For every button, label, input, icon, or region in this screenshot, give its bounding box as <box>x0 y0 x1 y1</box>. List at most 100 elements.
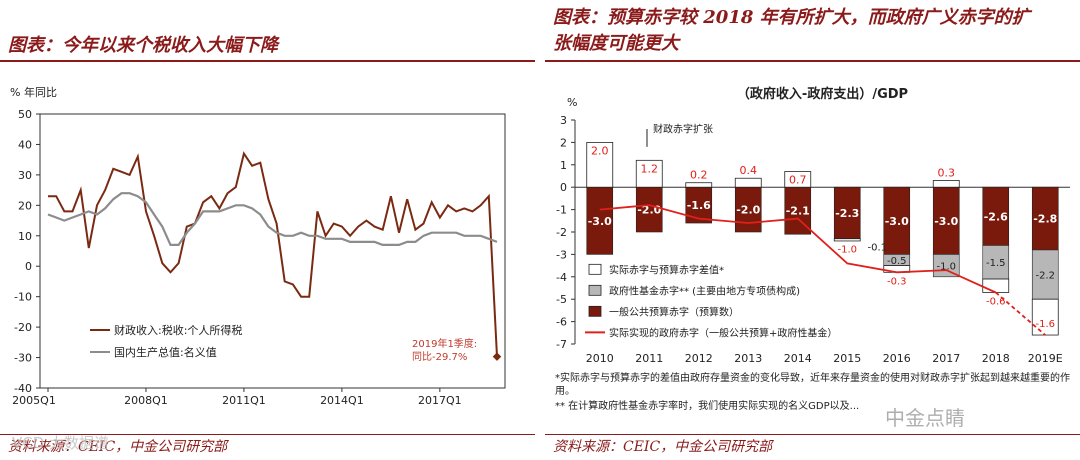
bar-diff <box>734 177 762 188</box>
x-tick-label: 2019E <box>1028 352 1063 365</box>
bar-budget-deficit <box>883 186 911 255</box>
actual-deficit-line <box>599 204 997 294</box>
bar-label-budget: -3.0 <box>588 215 612 228</box>
y-tick-label: 3 <box>560 114 567 127</box>
x-tick-label: 2014Q1 <box>320 394 364 407</box>
x-tick-label: 2008Q1 <box>124 394 168 407</box>
bar-label-fund: -1.0 <box>936 262 956 273</box>
y-axis-label: % <box>567 96 577 109</box>
x-tick-label: 2005Q1 <box>12 394 56 407</box>
chart-title: （政府收入-政府支出）/GDP <box>737 86 908 102</box>
right-bar-chart: （政府收入-政府支出）/GDP%3 2 1 0 -1 -2 -3 -4 -5 -6 -7 2010 20… <box>556 86 1070 365</box>
bar-diff <box>586 142 614 188</box>
y-tick-label: 50 <box>18 108 32 121</box>
bar-diff <box>982 278 1010 293</box>
legend-label: 国内生产总值:名义值 <box>114 345 217 359</box>
legend-swatch <box>588 284 602 296</box>
bar-label-diff: -1.6 <box>1035 319 1055 330</box>
left-title-rule <box>0 60 535 62</box>
y-tick-label: -7 <box>556 338 567 351</box>
label-2015-diff: -0.1 <box>867 243 887 254</box>
left-source-rule <box>0 434 535 435</box>
y-tick-label: 0 <box>25 260 32 273</box>
bar-diff <box>685 182 713 188</box>
bar-diff <box>833 238 861 242</box>
y-tick-label: 1 <box>560 159 567 172</box>
legend-label: 政府性基金赤字** (主要由地方专项债构成) <box>609 284 800 297</box>
footnote-2: ** 在计算政府性基金赤字率时，我们使用实际实现的名义GDP以及... <box>555 401 860 412</box>
left-source: 资料来源：CEIC，中金公司研究部 <box>8 439 228 455</box>
y-tick-label: 10 <box>18 230 32 243</box>
bar-label-budget: -2.3 <box>835 207 859 220</box>
bar-label-diff: 0.4 <box>740 164 758 177</box>
bar-label-budget: -1.6 <box>687 199 711 212</box>
annotation-line2: 同比-29.7% <box>412 351 467 363</box>
right-source: 资料来源：CEIC，中金公司研究部 <box>553 439 773 455</box>
y-tick-label: 40 <box>18 138 32 151</box>
y-tick-label: 2 <box>560 136 567 149</box>
annotation-line1: 2019年1季度: <box>412 337 477 350</box>
bar-label-diff: -0.6 <box>986 296 1006 307</box>
series-line-gdp <box>47 192 498 246</box>
bar-budget-deficit <box>833 186 861 240</box>
y-tick-label: -30 <box>14 352 32 365</box>
y-tick-label: 30 <box>18 169 32 182</box>
legend-label: 实际实现的政府赤字（一般公共预算+政府性基金） <box>609 326 837 339</box>
right-chart-title-line1: 图表：预算赤字较 2018 年有所扩大，而政府广义赤字的扩 <box>553 7 1030 28</box>
left-chart-title: 图表：今年以来个税收入大幅下降 <box>8 35 278 56</box>
last-point-marker <box>492 352 502 361</box>
actual-deficit-forecast <box>995 291 1046 336</box>
x-tick-label: 2017 <box>932 352 960 365</box>
bar-label-budget: -3.0 <box>885 215 909 228</box>
bar-label-diff: 0.7 <box>789 174 807 187</box>
left-watermark: VCD 大数据谱 <box>12 434 110 452</box>
y-tick-label: -4 <box>556 271 567 284</box>
y-tick-label: -5 <box>556 293 567 306</box>
bar-label-diff: 1.2 <box>641 162 659 175</box>
y-tick-label: -6 <box>556 316 567 329</box>
bar-label-diff: 0.3 <box>938 166 956 179</box>
bar-label-diff: 2.0 <box>591 144 609 157</box>
legend-label: 一般公共预算赤字（预算数） <box>609 305 739 318</box>
y-tick-label: -20 <box>14 321 32 334</box>
legend-swatch <box>588 263 602 275</box>
bar-budget-deficit <box>586 186 614 255</box>
right-source-rule <box>545 434 1080 435</box>
bar-label-budget: -2.1 <box>786 205 810 218</box>
bar-diff <box>635 159 663 188</box>
x-tick-label: 2011Q1 <box>222 394 266 407</box>
bar-label-fund: -2.2 <box>1035 271 1055 282</box>
x-tick-label: 2018 <box>982 352 1010 365</box>
x-tick-label: 2011 <box>635 352 663 365</box>
plot-frame <box>39 113 506 389</box>
y-tick-label: 0 <box>560 181 567 194</box>
legend-label: 实际赤字与预算赤字差值* <box>609 263 724 276</box>
y-tick-label: -3 <box>556 248 567 261</box>
y-tick-label: 20 <box>18 199 32 212</box>
bar-budget-deficit <box>734 186 762 233</box>
bar-diff <box>1031 298 1059 336</box>
x-tick-label: 2010 <box>586 352 614 365</box>
bar-fund-deficit <box>1031 249 1059 300</box>
x-tick-label: 2017Q1 <box>418 394 462 407</box>
series-line-pit <box>48 151 498 357</box>
bar-budget-deficit <box>635 186 663 233</box>
y-tick-label: -2 <box>556 226 567 239</box>
legend-swatch <box>588 305 602 317</box>
footnote-1: *实际赤字与预算赤字的差值由政府存量资金的变化导致，近年来存量资金的使用对财政赤… <box>555 373 1070 397</box>
y-axis-label: % 年同比 <box>10 85 57 99</box>
bar-label-budget: -2.0 <box>736 204 760 217</box>
y-tick-label: -10 <box>14 291 32 304</box>
bar-label-fund: -1.5 <box>986 258 1006 269</box>
bar-budget-deficit <box>982 186 1010 246</box>
label-2015-gap: -1.0 <box>837 245 857 256</box>
y-tick-label: -40 <box>14 382 32 395</box>
legend-label: 财政收入:税收:个人所得税 <box>114 323 242 337</box>
x-tick-label: 2012 <box>685 352 713 365</box>
bar-label-budget: -2.8 <box>1033 213 1057 226</box>
right-panel: 图表：预算赤字较 2018 年有所扩大，而政府广义赤字的扩 张幅度可能更大 （政… <box>545 0 1080 460</box>
y-tick-label: -1 <box>556 204 567 217</box>
right-title-rule <box>545 60 1080 62</box>
bar-diff <box>784 171 812 188</box>
bar-fund-deficit <box>982 245 1010 280</box>
